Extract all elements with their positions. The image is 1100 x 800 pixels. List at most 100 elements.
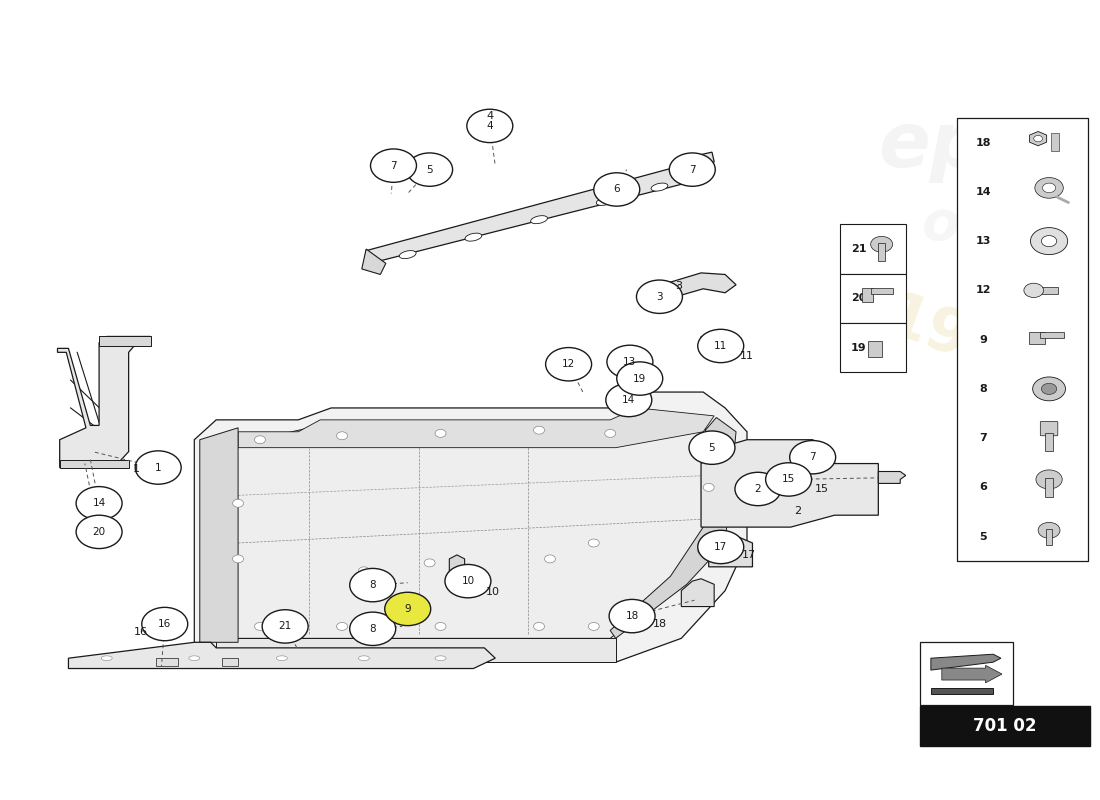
Bar [920,642,1013,705]
Text: 1: 1 [133,464,140,474]
Text: 8: 8 [979,384,988,394]
Ellipse shape [436,622,446,630]
Polygon shape [200,428,238,642]
Text: 5: 5 [427,165,433,174]
FancyArrowPatch shape [1057,197,1068,202]
Circle shape [606,383,652,417]
Circle shape [1035,178,1064,198]
Polygon shape [222,428,719,638]
Circle shape [1033,377,1066,401]
Ellipse shape [232,555,243,563]
Text: 7: 7 [810,452,816,462]
Circle shape [350,569,396,602]
Ellipse shape [254,622,265,630]
Circle shape [135,451,182,484]
Ellipse shape [425,559,436,567]
Bar [1046,529,1053,545]
Text: 14: 14 [92,498,106,508]
Ellipse shape [534,426,544,434]
Text: 1985: 1985 [876,287,1056,401]
Text: 7: 7 [979,433,988,443]
Ellipse shape [189,656,200,661]
Polygon shape [222,658,238,666]
Circle shape [546,347,592,381]
Bar [1045,434,1054,451]
FancyArrow shape [942,666,1002,683]
Text: 701 02: 701 02 [974,717,1036,734]
Circle shape [790,441,836,474]
Circle shape [594,173,640,206]
Circle shape [689,431,735,464]
Polygon shape [217,638,616,662]
Circle shape [637,280,682,314]
Circle shape [1024,283,1044,298]
Text: 21: 21 [278,622,292,631]
Circle shape [697,330,744,362]
Polygon shape [99,337,151,346]
Ellipse shape [232,499,243,507]
Polygon shape [610,418,736,638]
Text: 3: 3 [656,292,663,302]
Circle shape [1034,135,1043,142]
Circle shape [871,236,892,252]
Polygon shape [364,152,714,265]
Text: a passion for parts since 1985: a passion for parts since 1985 [338,439,696,599]
Bar [840,225,905,274]
Text: 4: 4 [486,121,493,131]
Text: 20: 20 [92,527,106,537]
Ellipse shape [254,436,265,444]
Ellipse shape [605,430,616,438]
Text: 2: 2 [794,506,801,516]
Bar [878,243,884,261]
Polygon shape [59,459,129,467]
Text: 14: 14 [623,395,636,405]
Circle shape [697,530,744,564]
Polygon shape [449,555,464,584]
Ellipse shape [596,198,613,206]
Ellipse shape [359,656,370,661]
Ellipse shape [337,622,348,630]
Circle shape [1043,183,1056,193]
Circle shape [617,362,662,395]
Text: 13: 13 [976,236,991,246]
Text: 1: 1 [155,462,162,473]
Circle shape [407,153,452,186]
Circle shape [609,599,656,633]
FancyBboxPatch shape [1041,422,1058,436]
Circle shape [350,612,396,646]
Ellipse shape [697,547,708,555]
Text: 5: 5 [708,442,715,453]
Text: 10: 10 [461,576,474,586]
Circle shape [766,462,812,496]
Ellipse shape [703,483,714,491]
Bar [920,706,1090,746]
Text: 3: 3 [675,281,683,290]
Text: 13: 13 [624,357,637,367]
Circle shape [1042,383,1057,394]
Text: 16: 16 [134,627,147,637]
Ellipse shape [703,444,714,452]
Text: 8: 8 [370,580,376,590]
Circle shape [1031,228,1068,254]
Circle shape [1042,235,1057,246]
Text: 7: 7 [390,161,397,170]
Bar [1045,478,1054,497]
Polygon shape [57,337,151,467]
Polygon shape [931,654,1001,670]
Polygon shape [681,578,714,606]
Polygon shape [708,535,752,567]
Bar [1041,332,1065,338]
Circle shape [262,610,308,643]
Polygon shape [362,249,386,274]
Ellipse shape [530,216,548,224]
Text: 19: 19 [634,374,647,383]
Text: 9: 9 [405,604,411,614]
Text: 2: 2 [755,484,761,494]
Text: 15: 15 [782,474,795,485]
Text: 10: 10 [486,587,500,598]
Bar [840,274,905,323]
Polygon shape [649,273,736,305]
Ellipse shape [337,432,348,440]
Circle shape [385,592,431,626]
Text: 16: 16 [158,619,172,629]
